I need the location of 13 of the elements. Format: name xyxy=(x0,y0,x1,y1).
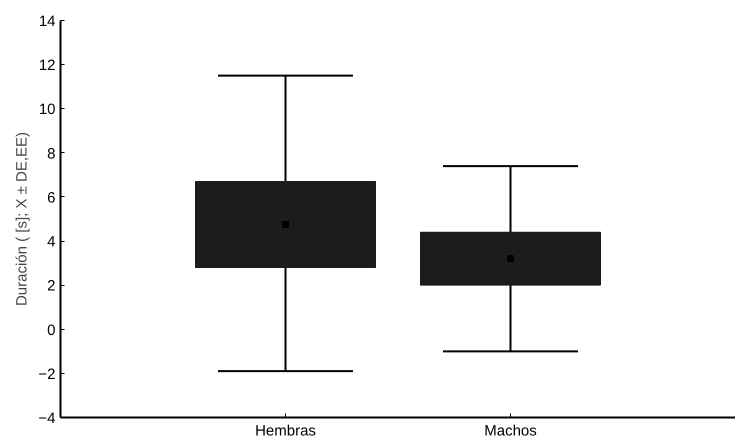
y-tick-label: −4 xyxy=(38,410,56,427)
y-tick-label: 4 xyxy=(47,234,56,251)
y-tick-label: 2 xyxy=(47,278,56,295)
y-tick-label: 12 xyxy=(38,57,56,74)
y-tick-label: 10 xyxy=(38,101,56,118)
y-tick-label: 0 xyxy=(47,322,56,339)
y-axis-title: Duración ( [s]; X ± DE,EE) xyxy=(13,132,30,306)
y-tick-label: 6 xyxy=(47,189,56,206)
y-tick-label: −2 xyxy=(38,366,56,383)
x-tick-label: Hembras xyxy=(255,422,316,440)
y-tick-label: 14 xyxy=(38,13,56,30)
x-tick-label: Machos xyxy=(484,422,537,440)
y-tick-label: 8 xyxy=(47,145,56,162)
